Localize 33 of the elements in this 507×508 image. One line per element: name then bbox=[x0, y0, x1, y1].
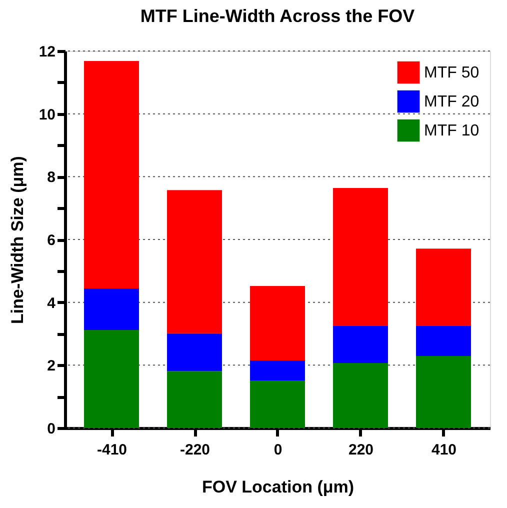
y-tick-label: 6 bbox=[47, 232, 56, 249]
x-tick-label: 0 bbox=[274, 442, 282, 458]
legend-label: MTF 10 bbox=[424, 122, 480, 140]
y-tick-label: 2 bbox=[47, 358, 56, 375]
chart-title: MTF Line-Width Across the FOV bbox=[140, 6, 415, 26]
bar bbox=[167, 371, 222, 428]
bar bbox=[416, 356, 471, 428]
bar bbox=[84, 330, 139, 428]
legend-label: MTF 20 bbox=[424, 94, 480, 110]
bar bbox=[84, 288, 139, 330]
y-tick-label: 0 bbox=[47, 420, 56, 438]
x-tick-label: -410 bbox=[96, 442, 128, 458]
y-tick-label: 12 bbox=[38, 44, 56, 60]
x-axis-title: FOV Location (μm) bbox=[202, 478, 354, 496]
y-tick-label: 4 bbox=[47, 294, 56, 312]
y-tick-label: 10 bbox=[38, 106, 56, 124]
bar bbox=[250, 286, 305, 360]
y-tick-label: 8 bbox=[47, 169, 56, 186]
x-tick-label: 220 bbox=[348, 442, 374, 458]
bar bbox=[167, 190, 222, 334]
bar bbox=[250, 380, 305, 428]
legend-label: MTF 50 bbox=[424, 64, 480, 82]
bar bbox=[250, 360, 305, 381]
x-tick-label: -220 bbox=[180, 442, 210, 458]
bar bbox=[84, 61, 139, 289]
bar bbox=[167, 333, 222, 372]
x-tick-label: 410 bbox=[431, 442, 457, 458]
bar bbox=[333, 188, 388, 326]
bar bbox=[333, 326, 388, 363]
y-axis-title: Line-Width Size (μm) bbox=[8, 156, 27, 324]
bar bbox=[333, 362, 388, 428]
bar bbox=[416, 248, 471, 326]
bar bbox=[416, 326, 471, 356]
